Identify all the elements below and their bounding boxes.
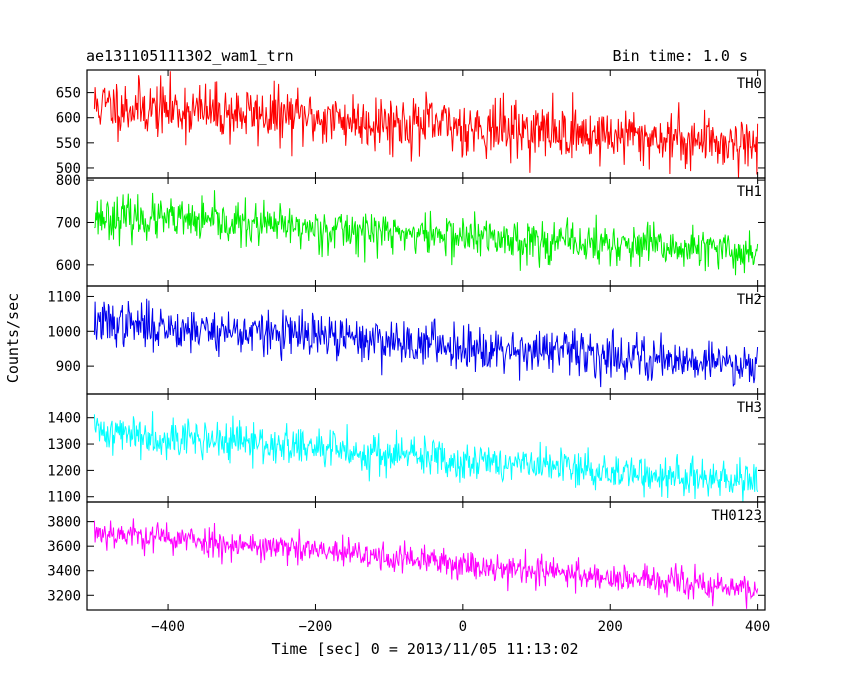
y-tick-label: 700 <box>56 215 81 231</box>
x-tick-label: 0 <box>459 619 467 635</box>
series-line-th0123 <box>93 518 759 609</box>
x-axis-label: Time [sec] 0 = 2013/11/05 11:13:02 <box>271 640 578 658</box>
y-tick-label: 500 <box>56 161 81 177</box>
x-tick-label: −200 <box>299 619 333 635</box>
x-tick-label: 200 <box>598 619 623 635</box>
series-line-th1 <box>94 190 759 276</box>
y-tick-label: 650 <box>56 86 81 102</box>
panels-group: 500 550 600 650 TH0 600 700 800 TH1 900 1000 1100 TH… <box>47 69 770 635</box>
y-axis-label: Counts/sec <box>4 293 22 383</box>
y-tick-label: 550 <box>56 136 81 152</box>
y-tick-label: 1100 <box>47 490 81 506</box>
series-line-th2 <box>93 298 759 388</box>
series-line-th0 <box>93 71 759 179</box>
series-label-th3: TH3 <box>737 400 762 416</box>
bin-time-label: Bin time: 1.0 s <box>613 47 748 65</box>
y-tick-label: 1200 <box>47 463 81 479</box>
y-tick-label: 900 <box>56 359 81 375</box>
x-tick-label: −400 <box>151 619 185 635</box>
y-tick-label: 1300 <box>47 437 81 453</box>
y-tick-label: 3800 <box>47 515 81 531</box>
series-label-th1: TH1 <box>737 184 762 200</box>
y-tick-label: 1000 <box>47 324 81 340</box>
series-label-th0: TH0 <box>737 76 762 92</box>
y-tick-label: 600 <box>56 258 81 274</box>
x-tick-label: 400 <box>745 619 770 635</box>
y-tick-label: 3600 <box>47 539 81 555</box>
y-tick-label: 1100 <box>47 289 81 305</box>
series-label-th2: TH2 <box>737 292 762 308</box>
series-label-th0123: TH0123 <box>711 508 762 524</box>
y-tick-label: 1400 <box>47 411 81 427</box>
y-tick-label: 800 <box>56 173 81 189</box>
y-tick-label: 600 <box>56 111 81 127</box>
panel-frame <box>86 501 766 611</box>
chart-title: ae131105111302_wam1_trn <box>86 47 294 65</box>
y-tick-label: 3200 <box>47 588 81 604</box>
y-tick-label: 3400 <box>47 564 81 580</box>
series-line-th3 <box>93 411 759 503</box>
